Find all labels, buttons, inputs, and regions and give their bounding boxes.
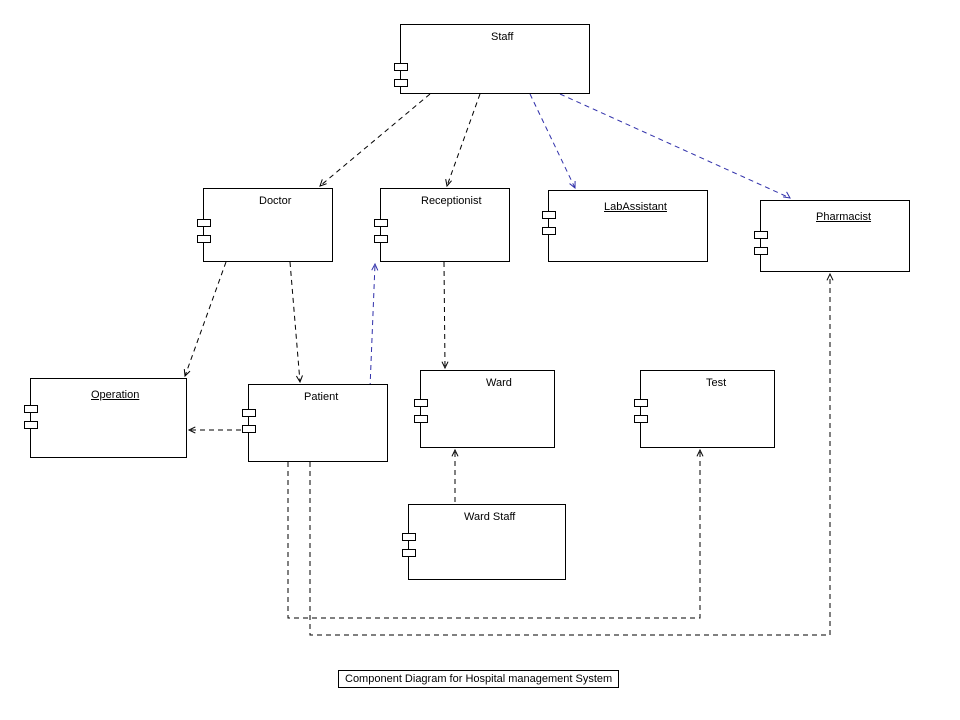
component-label: Operation — [91, 389, 139, 401]
component-label: LabAssistant — [604, 201, 667, 213]
component-lug — [542, 227, 556, 235]
component-lug — [634, 399, 648, 407]
caption-text: Component Diagram for Hospital managemen… — [345, 673, 612, 685]
diagram-caption: Component Diagram for Hospital managemen… — [338, 670, 619, 688]
component-lug — [197, 235, 211, 243]
component-operation: Operation — [30, 378, 187, 458]
component-labassistant: LabAssistant — [548, 190, 708, 262]
component-test: Test — [640, 370, 775, 448]
component-lug — [394, 79, 408, 87]
component-lug — [24, 421, 38, 429]
component-label: Ward — [486, 377, 512, 389]
component-pharmacist: Pharmacist — [760, 200, 910, 272]
component-label: Ward Staff — [464, 511, 515, 523]
component-staff: Staff — [400, 24, 590, 94]
component-lug — [754, 247, 768, 255]
component-label: Staff — [491, 31, 513, 43]
component-label: Doctor — [259, 195, 291, 207]
component-lug — [374, 219, 388, 227]
component-lug — [414, 399, 428, 407]
component-lug — [634, 415, 648, 423]
component-lug — [394, 63, 408, 71]
component-doctor: Doctor — [203, 188, 333, 262]
component-lug — [402, 533, 416, 541]
component-label: Pharmacist — [816, 211, 871, 223]
component-lug — [754, 231, 768, 239]
component-label: Patient — [304, 391, 338, 403]
component-lug — [402, 549, 416, 557]
diagram-canvas: { "type": "component-diagram", "backgrou… — [0, 0, 960, 720]
component-ward: Ward — [420, 370, 555, 448]
component-lug — [242, 409, 256, 417]
component-lug — [242, 425, 256, 433]
component-receptionist: Receptionist — [380, 188, 510, 262]
component-lug — [414, 415, 428, 423]
component-lug — [24, 405, 38, 413]
component-lug — [542, 211, 556, 219]
component-lug — [197, 219, 211, 227]
component-label: Test — [706, 377, 726, 389]
component-wardstaff: Ward Staff — [408, 504, 566, 580]
component-patient: Patient — [248, 384, 388, 462]
component-label: Receptionist — [421, 195, 482, 207]
component-lug — [374, 235, 388, 243]
edges-layer — [0, 0, 960, 720]
